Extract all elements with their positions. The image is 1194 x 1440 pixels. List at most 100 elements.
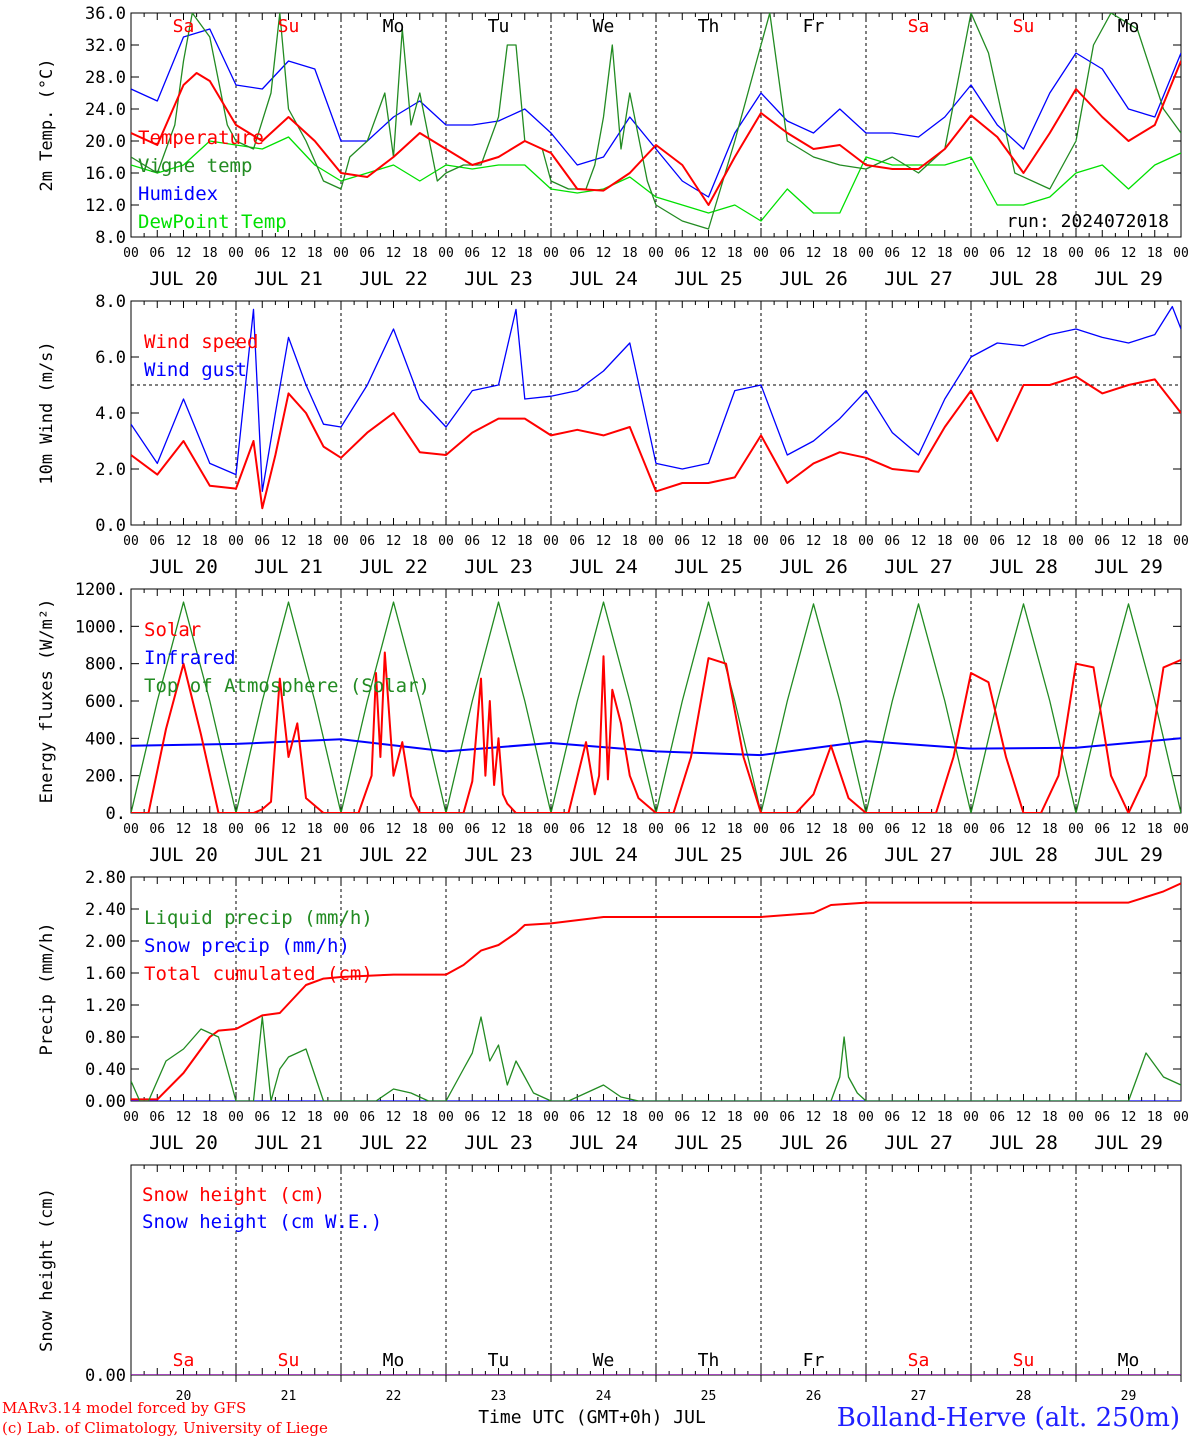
day-label: Su xyxy=(278,1350,300,1371)
series-group xyxy=(131,305,1181,510)
hour-label: 18 xyxy=(622,1110,638,1125)
date-label: JUL 23 xyxy=(464,844,533,866)
hour-label: 00 xyxy=(963,1110,979,1125)
hour-label: 18 xyxy=(307,534,323,549)
hour-label: 00 xyxy=(438,822,454,837)
legend-entry: Vigne temp xyxy=(138,155,252,177)
hour-label: 00 xyxy=(858,246,874,261)
day-number-label: 23 xyxy=(491,1389,507,1404)
hour-label: 00 xyxy=(543,822,559,837)
hour-label: 00 xyxy=(1173,1110,1189,1125)
date-label: JUL 26 xyxy=(779,1132,848,1154)
date-label: JUL 20 xyxy=(149,844,218,866)
day-label: Sa xyxy=(908,16,930,37)
day-label: Th xyxy=(698,1350,720,1371)
y-tick-label: 36.0 xyxy=(85,4,126,24)
hour-label: 18 xyxy=(937,534,953,549)
hour-label: 00 xyxy=(438,1110,454,1125)
hour-label: 12 xyxy=(1121,1110,1137,1125)
date-label: JUL 26 xyxy=(779,556,848,578)
hour-label: 00 xyxy=(228,1110,244,1125)
y-tick-label: 32.0 xyxy=(85,36,126,56)
hour-label: 06 xyxy=(884,1110,900,1125)
hour-label: 12 xyxy=(701,1110,717,1125)
hour-label: 06 xyxy=(779,534,795,549)
hour-label: 12 xyxy=(806,246,822,261)
hour-label: 12 xyxy=(911,822,927,837)
y-axis-label: Energy fluxes (W/m²) xyxy=(37,599,57,804)
temperature-panel: 8.0 12.0 16.0 20.0 24.0 28.0 32.0 36.0 2m Temp. … xyxy=(37,4,1189,290)
y-tick-label: 0.40 xyxy=(85,1060,126,1080)
date-label: JUL 23 xyxy=(464,1132,533,1154)
hour-label: 12 xyxy=(806,534,822,549)
day-number-label: 24 xyxy=(596,1389,612,1404)
hour-label: 06 xyxy=(569,822,585,837)
hour-label: 00 xyxy=(648,246,664,261)
day-label: Sa xyxy=(173,1350,195,1371)
y-tick-label: 6.0 xyxy=(95,348,126,368)
y-tick-label: 4.0 xyxy=(95,404,126,424)
hour-label: 06 xyxy=(254,534,270,549)
hour-label: 18 xyxy=(622,246,638,261)
hour-label: 12 xyxy=(1016,246,1032,261)
hour-label: 12 xyxy=(281,246,297,261)
day-number-label: 21 xyxy=(281,1389,297,1404)
hour-label: 00 xyxy=(753,822,769,837)
hour-label: 12 xyxy=(176,534,192,549)
legend-entry: Snow height (cm W.E.) xyxy=(142,1211,382,1233)
hour-label: 06 xyxy=(254,822,270,837)
plot-frame xyxy=(130,588,1182,814)
hour-label: 06 xyxy=(464,1110,480,1125)
hour-label: 00 xyxy=(963,246,979,261)
series-line-liquid-precip-mm-h- xyxy=(131,1016,1181,1101)
legend-entry: Snow height (cm) xyxy=(142,1184,325,1206)
hour-label: 00 xyxy=(1068,1110,1084,1125)
hour-label: 12 xyxy=(911,534,927,549)
hour-label: 18 xyxy=(937,246,953,261)
date-label: JUL 23 xyxy=(464,556,533,578)
hour-label: 06 xyxy=(989,246,1005,261)
series-line-top-of-atmosphere-solar- xyxy=(131,601,1181,813)
hour-label: 12 xyxy=(281,534,297,549)
hour-label: 18 xyxy=(727,534,743,549)
hour-label: 12 xyxy=(281,822,297,837)
y-tick-label: 2.00 xyxy=(85,932,126,952)
date-label: JUL 26 xyxy=(779,268,848,290)
hour-label: 06 xyxy=(464,822,480,837)
y-tick-label: 2.80 xyxy=(85,868,126,888)
day-label: Su xyxy=(1013,16,1035,37)
hour-label: 18 xyxy=(517,1110,533,1125)
hour-label: 06 xyxy=(884,822,900,837)
hour-label: 00 xyxy=(753,246,769,261)
hour-label: 06 xyxy=(359,1110,375,1125)
legend-entry: DewPoint Temp xyxy=(138,211,287,233)
hour-label: 18 xyxy=(832,246,848,261)
day-number-label: 20 xyxy=(176,1389,192,1404)
date-label: JUL 24 xyxy=(569,1132,638,1154)
date-label: JUL 28 xyxy=(989,268,1058,290)
hour-label: 18 xyxy=(727,1110,743,1125)
hour-label: 06 xyxy=(1094,534,1110,549)
hour-label: 18 xyxy=(307,1110,323,1125)
hour-label: 18 xyxy=(517,534,533,549)
hour-label: 18 xyxy=(937,1110,953,1125)
y-tick-label: 8.0 xyxy=(95,292,126,312)
hour-label: 00 xyxy=(333,246,349,261)
y-tick-label: 0.80 xyxy=(85,1028,126,1048)
series-group xyxy=(131,882,1181,1101)
hour-label: 12 xyxy=(806,1110,822,1125)
energy-panel: 0. 200. 400. 600. 800. 1000. 1200. Energy fluxe… xyxy=(37,580,1189,866)
y-tick-label: 0.00 xyxy=(85,1092,126,1112)
day-label: Tu xyxy=(488,16,510,37)
day-label: Sa xyxy=(173,16,195,37)
date-label: JUL 25 xyxy=(674,268,743,290)
date-label: JUL 28 xyxy=(989,844,1058,866)
hour-label: 00 xyxy=(1173,822,1189,837)
legend-entry: Humidex xyxy=(138,183,218,205)
hour-label: 12 xyxy=(806,822,822,837)
hour-label: 18 xyxy=(1147,534,1163,549)
hour-label: 06 xyxy=(779,822,795,837)
hour-label: 00 xyxy=(648,534,664,549)
hour-label: 00 xyxy=(648,1110,664,1125)
hour-label: 06 xyxy=(464,534,480,549)
